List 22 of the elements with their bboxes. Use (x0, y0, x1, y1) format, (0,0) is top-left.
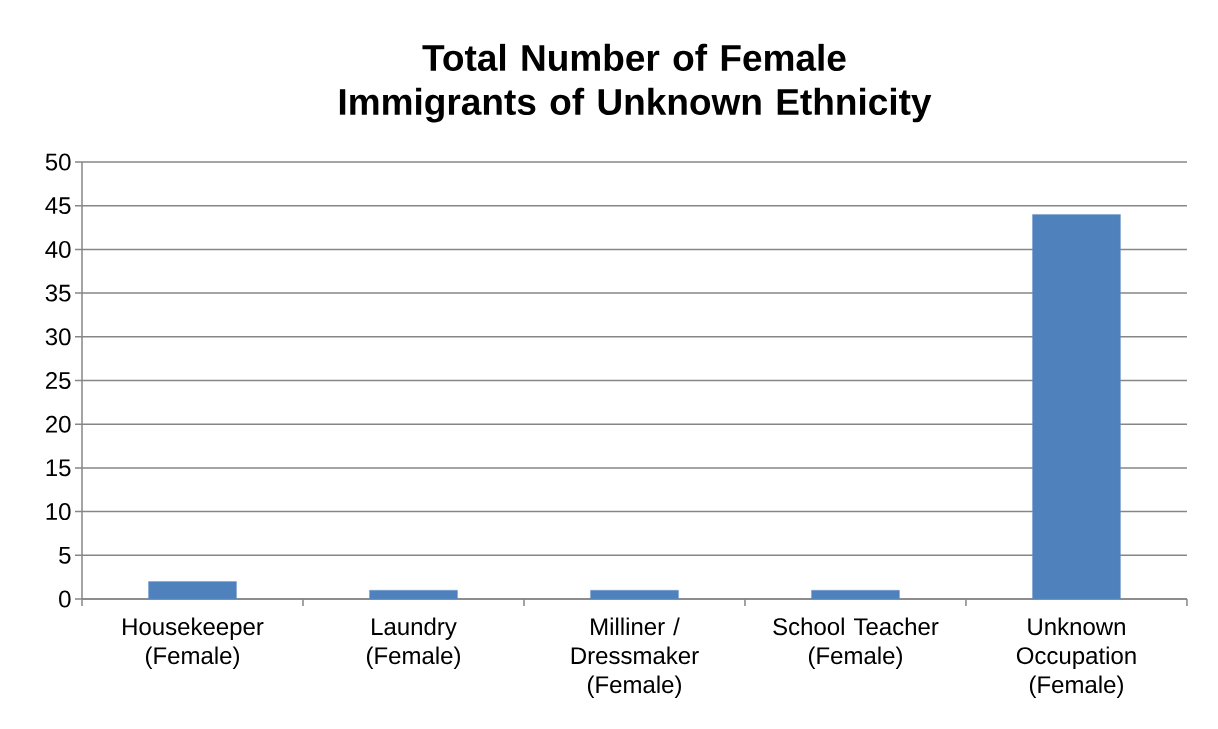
chart-title: Total Number of Female Immigrants of Unknown Ethnicity (339, 43, 932, 123)
bar (148, 581, 237, 600)
y-tick-label: 40 (45, 240, 71, 258)
y-tick-label: 35 (45, 284, 71, 302)
x-tick-label: Housekeeper (Female) (123, 617, 264, 669)
y-tick-label: 50 (45, 153, 71, 171)
y-tick-label: 5 (59, 546, 71, 564)
y-tick-label: 25 (45, 372, 71, 389)
y-tick-label: 20 (45, 415, 71, 433)
x-tick-label: School Teacher (Female) (773, 617, 939, 669)
y-tick-label: 45 (45, 197, 71, 215)
y-tick-label: 30 (45, 328, 71, 346)
y-tick-label: 10 (46, 503, 71, 521)
bar (811, 590, 900, 600)
x-tick-label: Unknown Occupation (Female) (1016, 617, 1136, 698)
bar (1032, 214, 1121, 600)
y-tick-label: 0 (59, 590, 71, 608)
x-tick-label: Milliner / Dressmaker (Female) (571, 617, 699, 698)
bar (369, 590, 458, 600)
bar (590, 590, 679, 600)
x-tick-label: Laundry (Female) (366, 617, 460, 669)
y-tick-label: 15 (46, 459, 71, 477)
